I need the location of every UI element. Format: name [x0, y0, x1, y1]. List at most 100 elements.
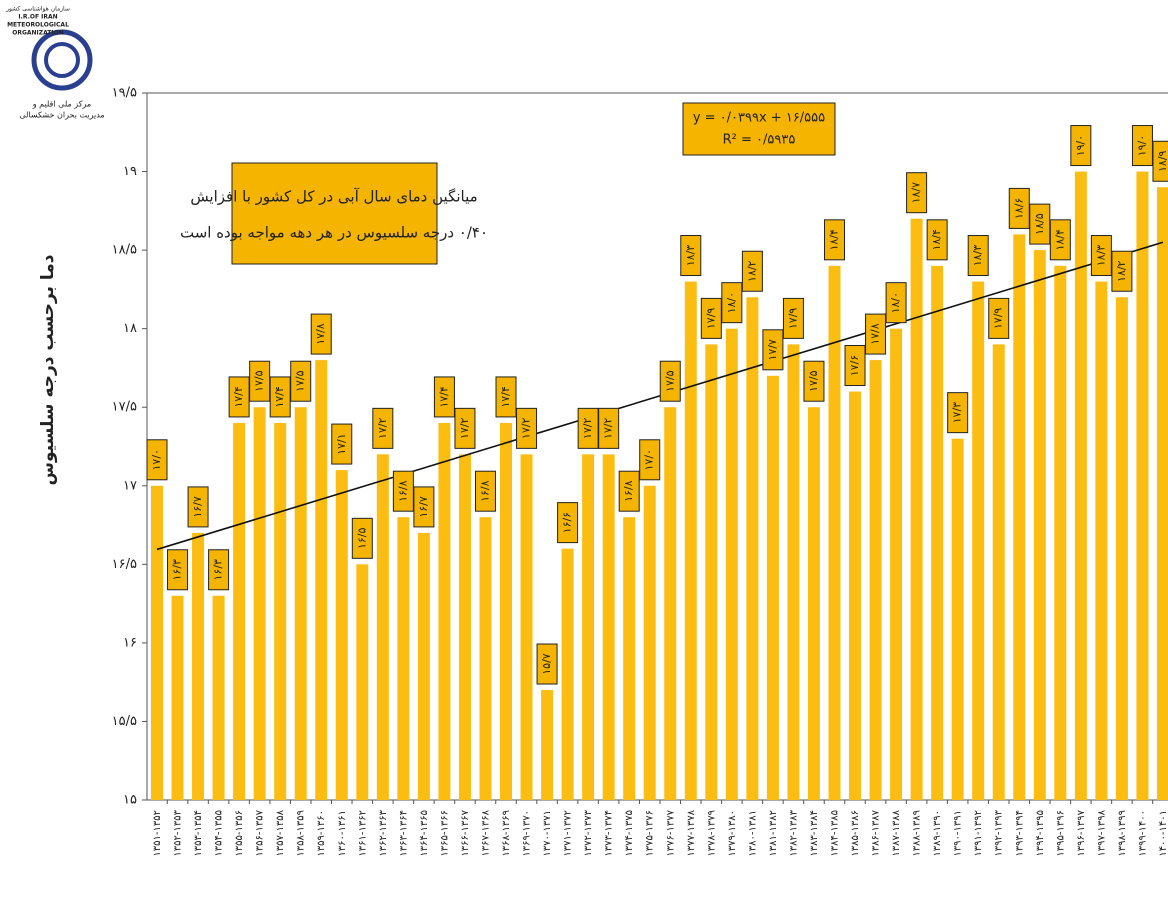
value-label-box	[1152, 140, 1168, 182]
x-tick-label: ۱۳۶۱-۱۳۶۲	[357, 810, 368, 857]
annotation: ۰/۴۰ درجه سلسیوس در هر دهه مواجه بوده اس…	[180, 224, 488, 242]
bar	[910, 218, 923, 800]
value-label: ۱۷/۵	[294, 370, 307, 392]
y-tick-label: ۱۸	[123, 321, 137, 336]
value-label-box	[290, 360, 312, 402]
bar	[746, 297, 759, 800]
x-tick-label: ۱۳۸۲-۱۳۸۳	[788, 809, 799, 856]
value-label-box	[1111, 250, 1133, 292]
value-label: ۱۸/۵	[1033, 213, 1046, 235]
x-tick-label: ۱۳۶۴-۱۳۶۵	[419, 810, 430, 857]
x-tick-label: ۱۳۶۹-۱۳۷۰	[522, 810, 533, 857]
bar	[890, 328, 903, 800]
y-tick-label: ۱۷	[123, 478, 137, 493]
bar	[725, 328, 738, 800]
bar	[869, 360, 882, 800]
bar	[602, 454, 615, 800]
value-label-box	[865, 313, 887, 355]
logo-text: سازمان هواشناسی کشور	[5, 6, 70, 13]
bar	[931, 265, 944, 800]
value-label: ۱۷/۸	[869, 323, 882, 345]
x-tick-label: ۱۳۷۷-۱۳۷۸	[686, 809, 697, 856]
x-tick-label: ۱۳۸۸-۱۳۸۹	[912, 810, 923, 857]
x-tick-label: ۱۳۷۰-۱۳۷۱	[542, 810, 553, 857]
value-label: ۱۷/۴	[232, 386, 245, 408]
x-tick-label: ۱۳۷۲-۱۳۷۳	[583, 809, 594, 856]
value-label-box	[536, 643, 558, 685]
bar	[212, 595, 225, 800]
bar	[479, 517, 492, 800]
x-tick-label: ۱۳۵۶-۱۳۵۷	[255, 809, 266, 856]
bar	[458, 454, 471, 800]
y-axis-label: دما برحسب درجه سلسیوس	[38, 254, 58, 485]
value-label-box	[351, 517, 373, 559]
bar	[171, 595, 184, 800]
x-tick-label: ۱۴۰۰-۱۴۰۱	[1158, 810, 1168, 857]
x-tick-label: ۱۳۶۰-۱۳۶۱	[337, 810, 348, 857]
value-label-box	[782, 297, 804, 339]
value-label: ۱۸/۲	[1115, 260, 1128, 282]
bar	[541, 690, 554, 800]
value-label: ۱۷/۴	[273, 386, 286, 408]
y-tick-label: ۱۵/۵	[112, 714, 137, 729]
value-label: ۱۷/۲	[581, 418, 594, 440]
value-label-box	[967, 235, 989, 277]
value-label-box	[167, 549, 189, 591]
bar	[500, 422, 513, 800]
value-label-box	[947, 392, 969, 434]
value-label: ۱۷/۵	[663, 370, 676, 392]
value-label-box	[413, 486, 435, 528]
bar	[438, 422, 451, 800]
value-label: ۱۷/۵	[807, 370, 820, 392]
value-label-box	[433, 376, 455, 418]
value-label-box	[228, 376, 250, 418]
bar	[561, 548, 574, 800]
value-label: ۱۷/۰	[150, 449, 163, 470]
value-label: ۱۷/۹	[786, 308, 799, 330]
value-label-box	[741, 250, 763, 292]
x-tick-label: ۱۳۹۶-۱۳۹۷	[1076, 809, 1087, 856]
bar	[972, 281, 985, 800]
x-tick-label: ۱۳۸۷-۱۳۸۸	[891, 809, 902, 856]
value-label-box	[187, 486, 209, 528]
equation-box	[682, 102, 836, 156]
value-label: ۱۷/۹	[704, 308, 717, 330]
bar	[417, 532, 430, 800]
bar	[274, 422, 287, 800]
trend-r2: R² = ۰/۵۹۳۵	[723, 133, 796, 148]
x-tick-label: ۱۳۵۳-۱۳۵۴	[193, 810, 204, 857]
x-tick-label: ۱۳۹۹-۱۴۰۰	[1137, 810, 1148, 857]
y-tick-label: ۱۵	[123, 793, 137, 808]
value-label-box	[392, 470, 414, 512]
y-tick-label: ۱۷/۵	[112, 400, 137, 415]
value-label-box	[926, 219, 948, 261]
value-label: ۱۸/۳	[684, 245, 697, 267]
x-tick-label: ۱۳۸۹-۱۳۹۰	[932, 810, 943, 857]
value-label: ۱۷/۲	[376, 418, 389, 440]
value-label-box	[310, 313, 332, 355]
value-label-box	[700, 297, 722, 339]
bar	[1095, 281, 1108, 800]
bar	[1033, 250, 1046, 801]
x-tick-label: ۱۳۹۰-۱۳۹۱	[953, 810, 964, 857]
value-label-box	[249, 360, 271, 402]
bar	[807, 407, 820, 800]
value-label-box	[495, 376, 517, 418]
x-tick-label: ۱۳۸۶-۱۳۸۷	[871, 809, 882, 856]
value-label-box	[680, 235, 702, 277]
x-tick-label: ۱۳۸۴-۱۳۸۵	[829, 810, 840, 857]
x-tick-label: ۱۳۹۷-۱۳۹۸	[1096, 809, 1107, 856]
bar	[1054, 265, 1067, 800]
value-label: ۱۶/۶	[561, 512, 574, 533]
value-label-box	[1049, 219, 1071, 261]
value-label: ۱۹/۰	[1135, 135, 1148, 156]
value-label: ۱۷/۴	[499, 386, 512, 408]
value-label-box	[1070, 125, 1092, 167]
x-tick-label: ۱۳۵۸-۱۳۵۹	[296, 810, 307, 857]
logo-text: مدیریت بحران خشکسالی	[19, 111, 104, 120]
x-tick-label: ۱۳۸۰-۱۳۸۱	[747, 810, 758, 857]
value-label: ۱۶/۳	[171, 559, 184, 581]
x-tick-label: ۱۳۵۷-۱۳۵۸	[275, 809, 286, 856]
x-tick-label: ۱۳۹۵-۱۳۹۶	[1055, 810, 1066, 857]
